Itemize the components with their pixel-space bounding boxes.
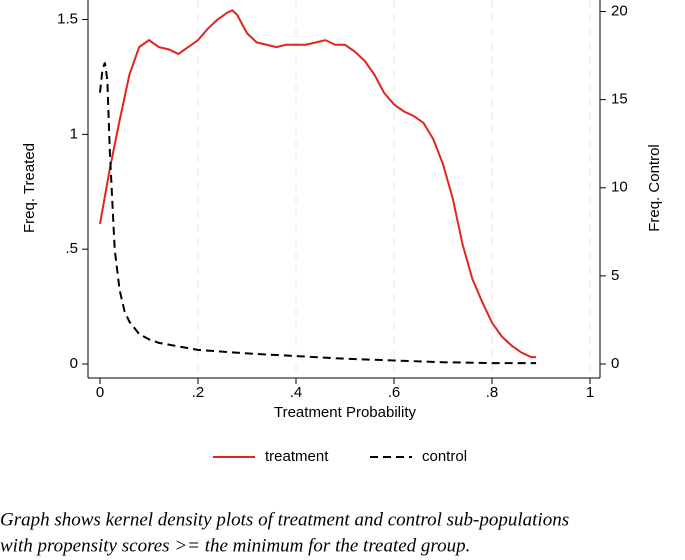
y2-tick-label: 0: [611, 355, 619, 372]
x-axis-title: Treatment Probability: [274, 404, 417, 421]
y-tick-label: 1: [70, 125, 78, 142]
caption: with propensity scores >= the minimum fo…: [0, 535, 470, 556]
x-tick-label: .4: [290, 384, 303, 401]
data-line: [99, 9, 537, 359]
data-line: [99, 62, 537, 365]
y2-axis-title: Freq. Control: [646, 144, 663, 232]
legend-label: treatment: [265, 448, 329, 465]
y2-tick-label: 15: [611, 91, 628, 108]
x-tick-label: .8: [486, 384, 499, 401]
y-axis-title: Freq. Treated: [21, 143, 38, 233]
y-tick-label: 0: [70, 355, 78, 372]
x-tick-label: 0: [96, 384, 104, 401]
y-tick-label: 1.5: [57, 10, 78, 27]
x-tick-label: 1: [586, 384, 594, 401]
y2-tick-label: 5: [611, 267, 619, 284]
x-tick-label: .2: [192, 384, 205, 401]
x-tick-label: .6: [388, 384, 401, 401]
caption: Graph shows kernel density plots of trea…: [0, 509, 569, 530]
y-tick-label: .5: [65, 240, 78, 257]
y2-tick-label: 20: [611, 2, 628, 19]
legend-label: control: [422, 448, 467, 465]
y2-tick-label: 10: [611, 179, 628, 196]
